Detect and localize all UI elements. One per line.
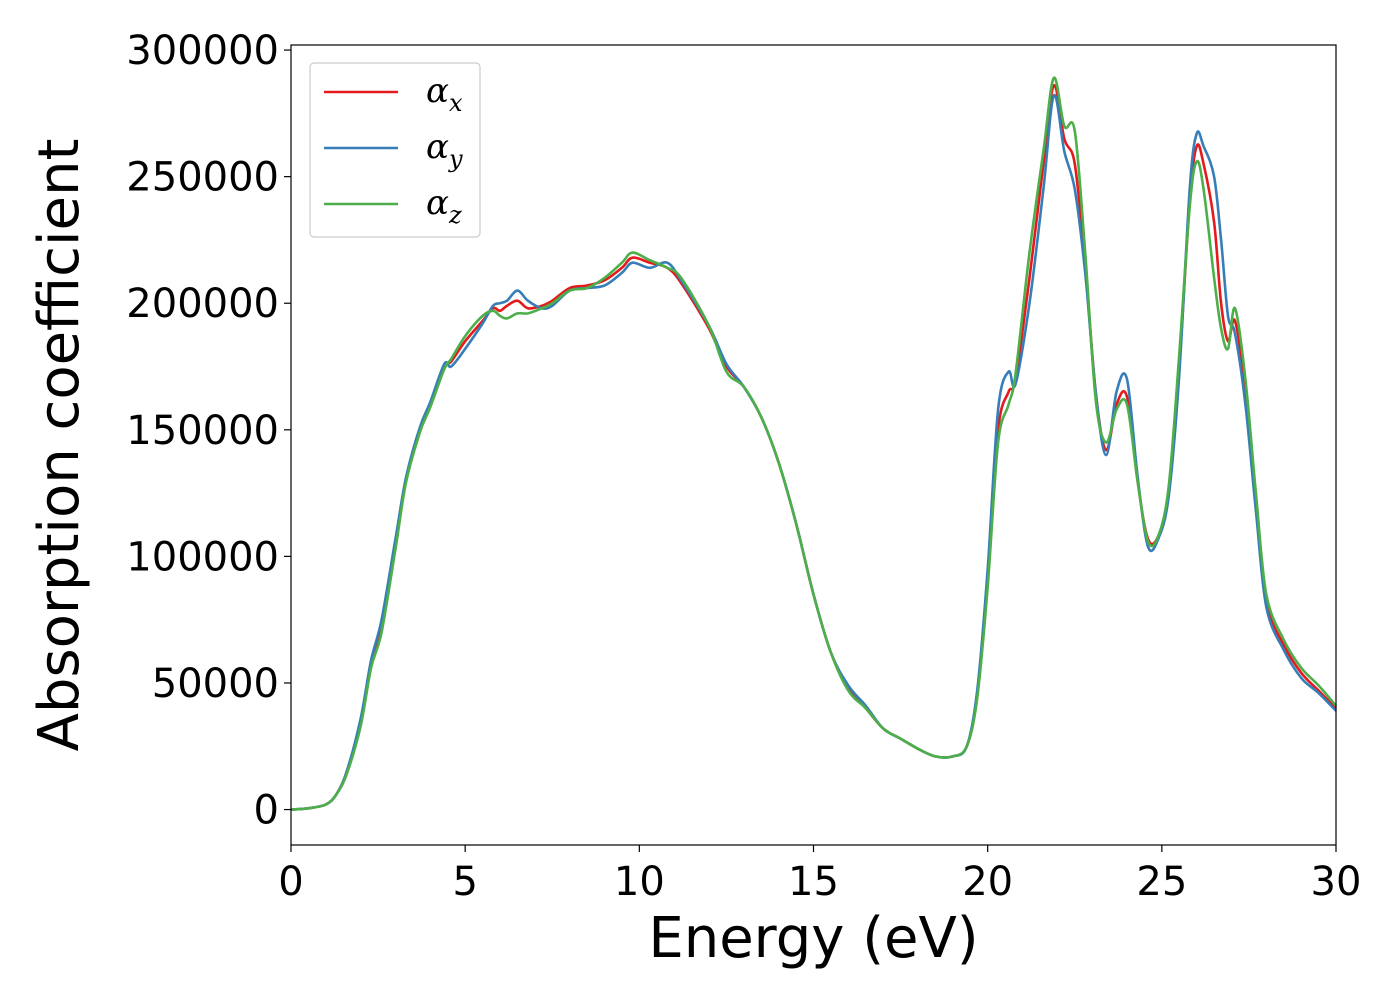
y-tick-label: 250000 — [126, 155, 279, 201]
x-tick-label: 20 — [962, 859, 1013, 905]
y-tick-label: 100000 — [126, 534, 279, 580]
y-axis-title: Absorption coefficient — [27, 139, 92, 752]
x-axis-title: Energy (eV) — [648, 906, 978, 971]
x-tick-label: 30 — [1311, 859, 1362, 905]
y-tick-label: 0 — [254, 788, 279, 834]
x-tick-label: 5 — [452, 859, 477, 905]
series-layer — [290, 76, 1337, 811]
y-tick-label: 150000 — [126, 408, 279, 454]
y-tick-label: 200000 — [126, 281, 279, 327]
legend-box — [309, 62, 481, 238]
legend-label-alpha-y: αy — [426, 127, 463, 173]
x-tick-label: 0 — [278, 859, 303, 905]
x-tick-label: 15 — [788, 859, 839, 905]
tick-layer: 0 5 10 15 20 25 30 0 50000 100000 150000 200000 2500… — [126, 28, 1361, 905]
y-tick-label: 300000 — [126, 28, 279, 74]
y-tick-label: 50000 — [152, 661, 279, 707]
legend: αx αy αz — [309, 62, 481, 238]
x-tick-label: 25 — [1136, 859, 1187, 905]
x-tick-label: 10 — [614, 859, 665, 905]
legend-label-alpha-x: αx — [426, 71, 463, 117]
legend-label-alpha-z: αz — [426, 183, 462, 229]
series-line-alpha-z — [290, 76, 1337, 811]
